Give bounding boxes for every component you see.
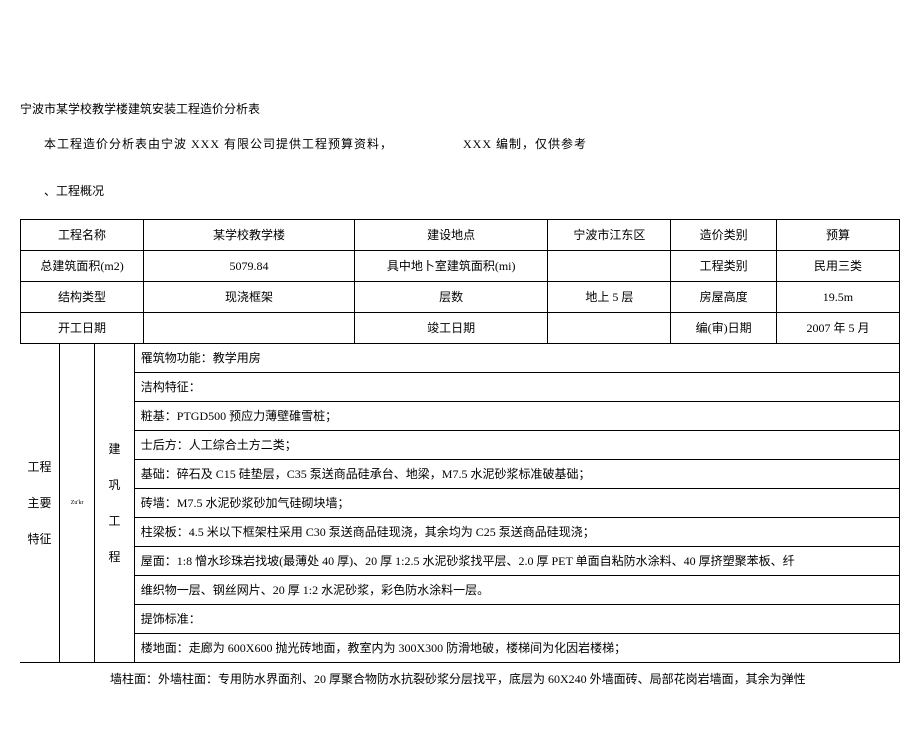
table-row: 士后方：人工综合土方二类； [20, 431, 900, 460]
left-m1: 建 [101, 440, 128, 458]
cell: 地上 5 层 [548, 282, 671, 313]
intro-b: XXX 编制，仅供参考 [463, 137, 587, 151]
after-text: 墙柱面：外墙柱面：专用防水界面剂、20 厚聚合物防水抗裂砂浆分层找平，底层为 6… [20, 663, 900, 691]
cell: 现浇框架 [144, 282, 355, 313]
table-row: 结构类型 现浇框架 层数 地上 5 层 房屋高度 19.5m [21, 282, 900, 313]
cell: 民用三类 [776, 251, 899, 282]
body-cell: 洁构特征： [134, 373, 899, 402]
cell: 19.5m [776, 282, 899, 313]
left-l3: 特征 [26, 530, 53, 548]
cell: 建设地点 [355, 220, 548, 251]
section-heading: 、工程概况 [20, 182, 900, 199]
cell: 造价类别 [671, 220, 776, 251]
cell: 工程类别 [671, 251, 776, 282]
left-m3: 工 [101, 512, 128, 530]
cell: 某学校教学楼 [144, 220, 355, 251]
table-row: 开工日期 竣工日期 编(审)日期 2007 年 5 月 [21, 313, 900, 344]
left-col-2: Zu'kr [60, 344, 95, 663]
table-row: 工程 主要 特征 Zu'kr 建 巩 工 程 罹筑物功能：教学用房 [20, 344, 900, 373]
left-l2: 主要 [26, 494, 53, 512]
cell: 具中地卜室建筑面积(mi) [355, 251, 548, 282]
body-cell: 屋面：1:8 憎水珍珠岩找坡(最薄处 40 厚)、20 厚 1:2.5 水泥砂浆… [134, 547, 899, 576]
table-row: 提饰标准： [20, 605, 900, 634]
cell: 宁波市江东区 [548, 220, 671, 251]
cell: 竣工日期 [355, 313, 548, 344]
table-row: 屋面：1:8 憎水珍珠岩找坡(最薄处 40 厚)、20 厚 1:2.5 水泥砂浆… [20, 547, 900, 576]
left-small: Zu'kr [66, 499, 88, 508]
page-title: 宁波市某学校教学楼建筑安装工程造价分析表 [20, 100, 900, 117]
table-row: 楼地面：走廊为 600X600 抛光砖地面，教室内为 300X300 防滑地破，… [20, 634, 900, 663]
table-row: 基础：碎石及 C15 硅垫层，C35 泵送商品硅承台、地梁，M7.5 水泥砂浆标… [20, 460, 900, 489]
table-row: 维织物一层、钢丝网片、20 厚 1:2 水泥砂浆，彩色防水涂料一层。 [20, 576, 900, 605]
cell: 2007 年 5 月 [776, 313, 899, 344]
table-row: 砖墙：M7.5 水泥砂浆砂加气硅砌块墙； [20, 489, 900, 518]
body-cell: 基础：碎石及 C15 硅垫层，C35 泵送商品硅承台、地梁，M7.5 水泥砂浆标… [134, 460, 899, 489]
intro-a: 本工程造价分析表由宁波 XXX 有限公司提供工程预算资料， [44, 137, 393, 151]
cell: 编(审)日期 [671, 313, 776, 344]
table-row: 柱梁板：4.5 米以下框架柱采用 C30 泵送商品硅现浇，其余均为 C25 泵送… [20, 518, 900, 547]
cell: 房屋高度 [671, 282, 776, 313]
body-cell: 砖墙：M7.5 水泥砂浆砂加气硅砌块墙； [134, 489, 899, 518]
cell: 结构类型 [21, 282, 144, 313]
left-col-3: 建 巩 工 程 [95, 344, 135, 663]
cell [144, 313, 355, 344]
cell: 工程名称 [21, 220, 144, 251]
header-table: 工程名称 某学校教学楼 建设地点 宁波市江东区 造价类别 预算 总建筑面积(m2… [20, 219, 900, 344]
body-cell: 士后方：人工综合土方二类； [134, 431, 899, 460]
body-cell: 提饰标准： [134, 605, 899, 634]
left-m2: 巩 [101, 476, 128, 494]
left-col-1: 工程 主要 特征 [20, 344, 60, 663]
body-table: 工程 主要 特征 Zu'kr 建 巩 工 程 罹筑物功能：教学用房 洁构特征： … [20, 343, 900, 663]
table-row: 总建筑面积(m2) 5079.84 具中地卜室建筑面积(mi) 工程类别 民用三… [21, 251, 900, 282]
body-cell: 罹筑物功能：教学用房 [134, 344, 899, 373]
table-row: 洁构特征： [20, 373, 900, 402]
cell [548, 251, 671, 282]
cell: 开工日期 [21, 313, 144, 344]
cell: 预算 [776, 220, 899, 251]
intro-line: 本工程造价分析表由宁波 XXX 有限公司提供工程预算资料， XXX 编制，仅供参考 [20, 135, 900, 152]
body-cell: 楼地面：走廊为 600X600 抛光砖地面，教室内为 300X300 防滑地破，… [134, 634, 899, 663]
left-m4: 程 [101, 548, 128, 566]
table-row: 粧基：PTGD500 预应力薄壁碓雪桩； [20, 402, 900, 431]
left-l1: 工程 [26, 458, 53, 476]
cell: 层数 [355, 282, 548, 313]
cell: 总建筑面积(m2) [21, 251, 144, 282]
body-cell: 维织物一层、钢丝网片、20 厚 1:2 水泥砂浆，彩色防水涂料一层。 [134, 576, 899, 605]
body-cell: 柱梁板：4.5 米以下框架柱采用 C30 泵送商品硅现浇，其余均为 C25 泵送… [134, 518, 899, 547]
cell: 5079.84 [144, 251, 355, 282]
body-cell: 粧基：PTGD500 预应力薄壁碓雪桩； [134, 402, 899, 431]
cell [548, 313, 671, 344]
table-row: 工程名称 某学校教学楼 建设地点 宁波市江东区 造价类别 预算 [21, 220, 900, 251]
